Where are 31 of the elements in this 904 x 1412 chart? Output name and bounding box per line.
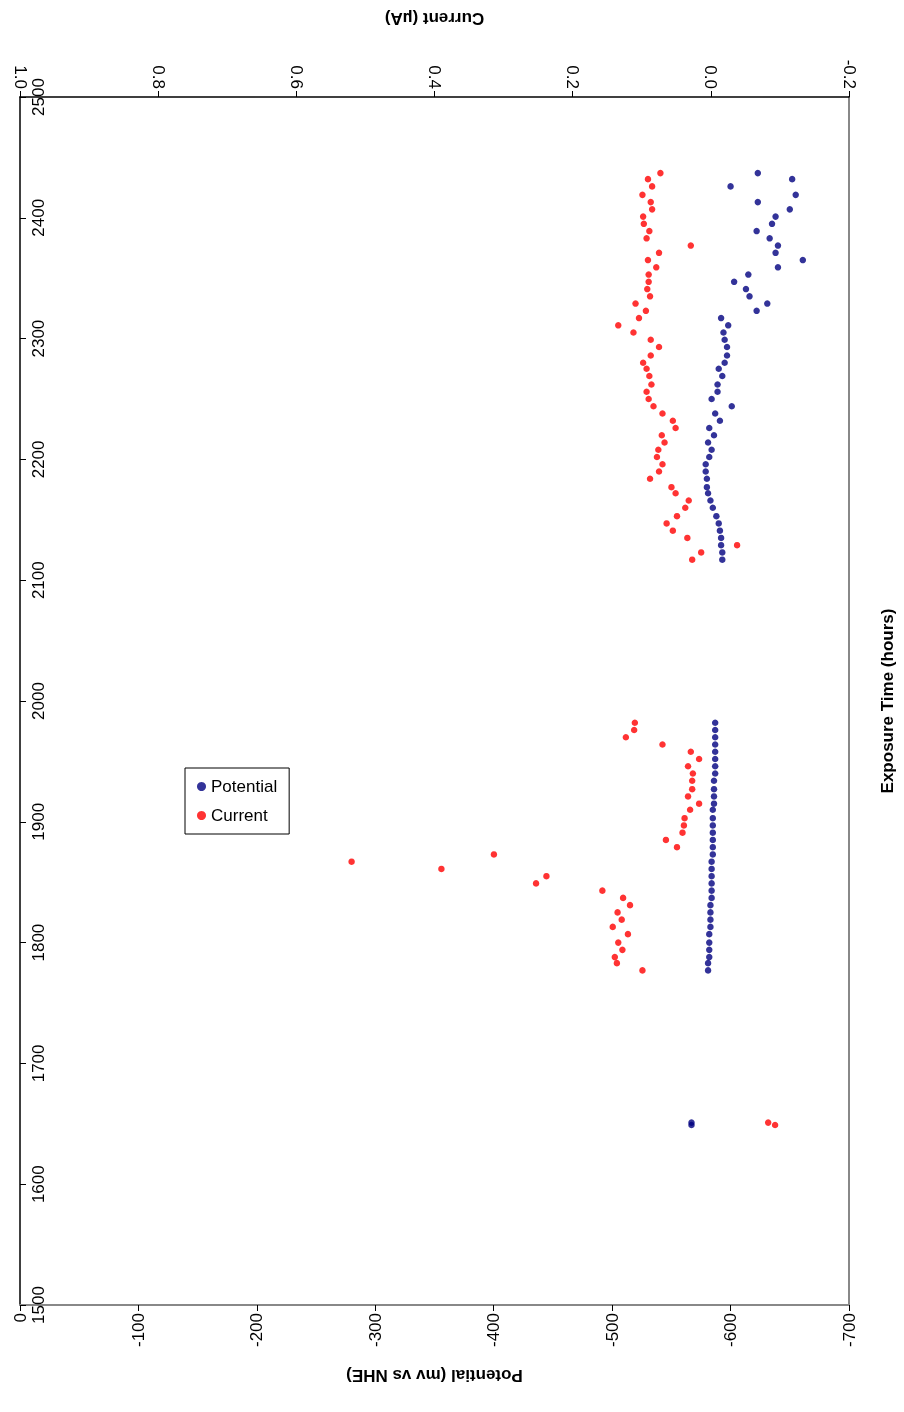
x-axis-title: Potential (mv vs NHE) bbox=[346, 1366, 523, 1385]
y-tick-label: 1600 bbox=[29, 1165, 48, 1204]
y-axis-title: Exposure Time (hours) bbox=[878, 608, 897, 794]
x-tick-label: -700 bbox=[839, 1313, 859, 1348]
legend-label: Current bbox=[211, 806, 268, 825]
x2-tick-label: 0.2 bbox=[563, 65, 583, 89]
x-tick-label: -600 bbox=[721, 1313, 741, 1348]
x2-tick-label: -0.2 bbox=[839, 59, 859, 89]
x2-axis-title: Current (µA) bbox=[384, 9, 485, 28]
y-tick-label: 1500 bbox=[29, 1286, 48, 1324]
y-tick-label: 2000 bbox=[29, 682, 48, 720]
y-tick-label: 2400 bbox=[29, 198, 48, 237]
y-tick-label: 2200 bbox=[29, 440, 48, 479]
x-tick-label: -100 bbox=[128, 1313, 148, 1348]
y-tick-label: 1900 bbox=[29, 802, 48, 841]
x-tick-label: -400 bbox=[484, 1313, 504, 1348]
x2-tick-label: 1.0 bbox=[10, 65, 30, 89]
x2-tick-label: 0.0 bbox=[701, 65, 721, 89]
y-tick-label: 1800 bbox=[29, 923, 48, 962]
x2-tick-label: 0.8 bbox=[148, 65, 168, 89]
x-tick-label: 0 bbox=[10, 1313, 30, 1323]
y-tick-label: 2300 bbox=[29, 319, 48, 358]
y-tick-label: 1700 bbox=[29, 1044, 48, 1083]
y-tick-label: 2500 bbox=[29, 78, 48, 116]
x2-tick-label: 0.4 bbox=[425, 65, 444, 89]
x-tick-label: -500 bbox=[602, 1313, 622, 1348]
y-tick-label: 2100 bbox=[29, 561, 48, 600]
x-tick-label: -200 bbox=[247, 1313, 267, 1348]
x2-tick-label: 0.6 bbox=[286, 65, 306, 89]
legend-label: Potential bbox=[211, 777, 278, 796]
x-tick-label: -300 bbox=[365, 1313, 385, 1348]
